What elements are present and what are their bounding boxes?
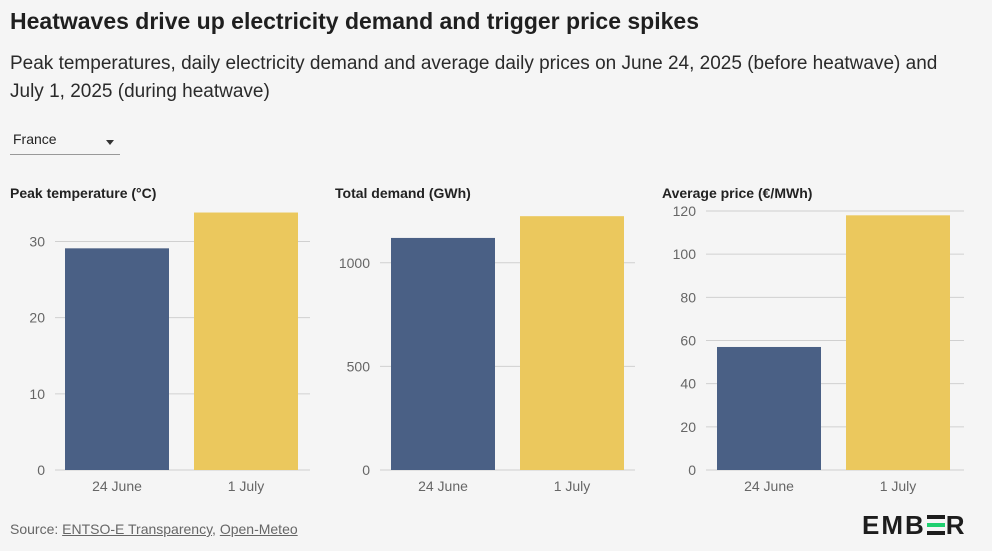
y-tick-label: 0	[688, 462, 696, 478]
x-tick-label: 24 June	[418, 478, 468, 494]
y-tick-label: 60	[680, 333, 696, 349]
source-prefix: Source:	[10, 521, 63, 537]
y-tick-label: 10	[29, 386, 45, 402]
country-select[interactable]: France	[10, 128, 120, 155]
y-tick-label: 1000	[339, 255, 370, 271]
x-tick-label: 24 June	[744, 478, 794, 494]
y-tick-label: 20	[29, 310, 45, 326]
bar-1-july	[846, 215, 950, 470]
y-tick-label: 500	[347, 358, 371, 374]
y-tick-label: 40	[680, 376, 696, 392]
chart-subtitle: Peak temperatures, daily electricity dem…	[10, 53, 938, 102]
y-tick-label: 30	[29, 233, 45, 249]
bar-24-june	[65, 248, 169, 470]
y-tick-label: 0	[37, 462, 45, 478]
y-tick-label: 20	[680, 419, 696, 435]
x-tick-label: 24 June	[92, 478, 142, 494]
country-select-value: France	[13, 131, 57, 147]
x-tick-label: 1 July	[880, 478, 917, 494]
panel-title-demand: Total demand (GWh)	[335, 185, 471, 201]
y-tick-label: 0	[362, 462, 370, 478]
y-tick-label: 80	[680, 289, 696, 305]
bar-1-july	[520, 216, 624, 470]
source-link-openmeteo[interactable]: Open-Meteo	[219, 521, 298, 537]
source-separator: ,	[212, 521, 220, 537]
logo-e-mark	[926, 515, 945, 535]
ember-logo: EMB R	[862, 510, 967, 541]
x-tick-label: 1 July	[554, 478, 591, 494]
chevron-down-icon	[106, 140, 114, 145]
bar-1-july	[194, 212, 298, 470]
logo-right: R	[945, 510, 967, 540]
bar-24-june	[391, 237, 495, 470]
source-footer: Source: ENTSO-E Transparency, Open-Meteo	[10, 521, 298, 537]
chart-title: Heatwaves drive up electricity demand an…	[10, 8, 699, 34]
logo-left: EMB	[862, 510, 926, 540]
x-tick-label: 1 July	[228, 478, 265, 494]
y-tick-label: 120	[673, 203, 697, 219]
panel-title-temperature: Peak temperature (°C)	[10, 185, 157, 201]
panel-title-price: Average price (€/MWh)	[662, 185, 813, 201]
y-tick-label: 100	[673, 246, 697, 262]
bar-24-june	[717, 346, 821, 470]
source-link-entsoe[interactable]: ENTSO-E Transparency	[62, 521, 213, 537]
